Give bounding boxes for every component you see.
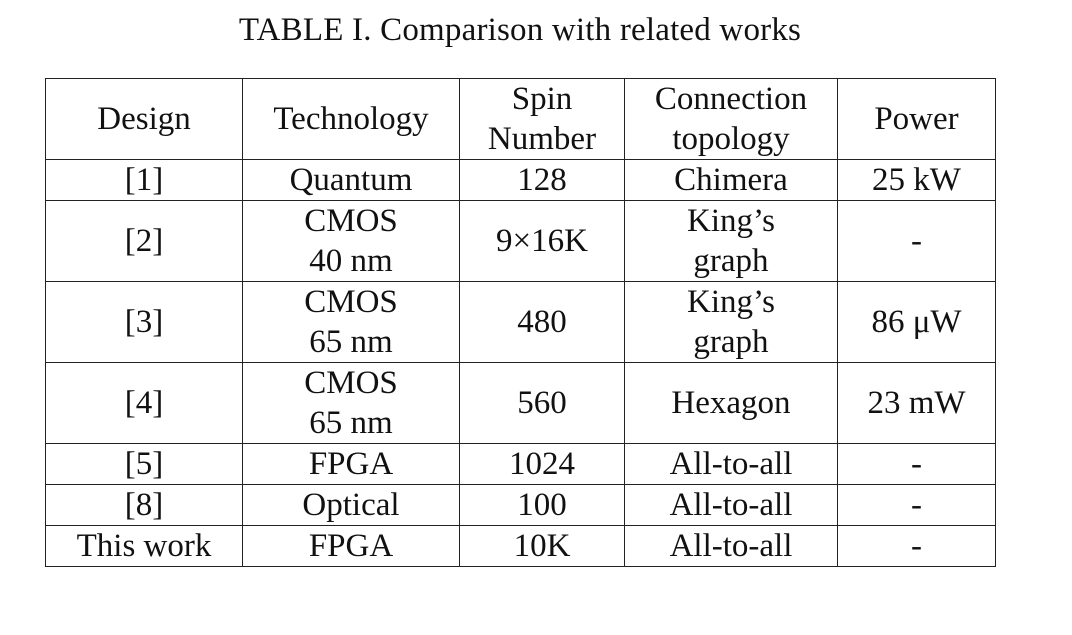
cell-technology-line: CMOS — [304, 365, 398, 401]
cell-topology-line: Chimera — [674, 162, 788, 198]
cell-technology-line: Quantum — [289, 162, 413, 198]
cell-topology: All-to-all — [624, 443, 838, 485]
cell-power: - — [837, 525, 996, 567]
table-row: [4] CMOS 65 nm 560 Hexagon 23 mW — [45, 362, 996, 444]
cell-technology-line: FPGA — [308, 446, 394, 482]
cell-power: - — [837, 443, 996, 485]
table-body: [1] Quantum 128 Chimera 25 kW [2] CMOS 40 nm 9×1… — [45, 159, 996, 567]
table-row: This work FPGA 10K All-to-all - — [45, 525, 996, 567]
cell-technology-line: 40 nm — [309, 243, 393, 279]
cell-power: - — [837, 484, 996, 526]
cell-spin-number: 560 — [459, 362, 625, 444]
table-row: [5] FPGA 1024 All-to-all - — [45, 443, 996, 485]
cell-spin-number: 10K — [459, 525, 625, 567]
header-connection-topology: Connection topology — [624, 78, 838, 160]
cell-power: 25 kW — [837, 159, 996, 201]
header-design: Design — [45, 78, 243, 160]
cell-topology-line: All-to-all — [669, 446, 793, 482]
cell-topology: Chimera — [624, 159, 838, 201]
header-topology-line: topology — [672, 121, 790, 157]
cell-topology-line: graph — [693, 243, 769, 279]
cell-technology: CMOS 65 nm — [242, 362, 460, 444]
cell-topology-line: All-to-all — [669, 487, 793, 523]
header-row: Design Technology Spin Number Connection… — [45, 78, 996, 160]
cell-technology-line: FPGA — [308, 528, 394, 564]
header-topology-line: Connection — [654, 81, 808, 117]
cell-topology-line: Hexagon — [671, 385, 791, 421]
cell-topology: King’s graph — [624, 281, 838, 363]
cell-spin-number: 9×16K — [459, 200, 625, 282]
cell-topology: King’s graph — [624, 200, 838, 282]
cell-technology: Quantum — [242, 159, 460, 201]
cell-spin-number: 128 — [459, 159, 625, 201]
comparison-table: Design Technology Spin Number Connection… — [45, 78, 996, 567]
cell-spin-number: 100 — [459, 484, 625, 526]
cell-topology: Hexagon — [624, 362, 838, 444]
cell-topology-line: King’s — [686, 284, 775, 320]
cell-topology-line: King’s — [686, 203, 775, 239]
cell-technology-line: 65 nm — [309, 405, 393, 441]
cell-technology: CMOS 65 nm — [242, 281, 460, 363]
cell-spin-number: 1024 — [459, 443, 625, 485]
table-row: [2] CMOS 40 nm 9×16K King’s graph - — [45, 200, 996, 282]
cell-power: 86 μW — [837, 281, 996, 363]
cell-technology-line: Optical — [302, 487, 400, 523]
cell-design: [4] — [45, 362, 243, 444]
cell-topology-line: All-to-all — [669, 528, 793, 564]
cell-technology: Optical — [242, 484, 460, 526]
cell-technology: FPGA — [242, 443, 460, 485]
cell-design: This work — [45, 525, 243, 567]
header-spin-number-line: Number — [487, 121, 597, 157]
table-caption: TABLE I. Comparison with related works — [238, 12, 802, 48]
cell-topology: All-to-all — [624, 525, 838, 567]
cell-design: [5] — [45, 443, 243, 485]
header-spin-number: Spin Number — [459, 78, 625, 160]
cell-technology-line: CMOS — [304, 203, 398, 239]
header-technology: Technology — [242, 78, 460, 160]
table-row: [1] Quantum 128 Chimera 25 kW — [45, 159, 996, 201]
cell-topology: All-to-all — [624, 484, 838, 526]
cell-design: [3] — [45, 281, 243, 363]
cell-technology-line: CMOS — [304, 284, 398, 320]
table-row: [8] Optical 100 All-to-all - — [45, 484, 996, 526]
cell-technology: CMOS 40 nm — [242, 200, 460, 282]
cell-power: - — [837, 200, 996, 282]
cell-design: [8] — [45, 484, 243, 526]
cell-design: [2] — [45, 200, 243, 282]
cell-spin-number: 480 — [459, 281, 625, 363]
cell-technology: FPGA — [242, 525, 460, 567]
table-row: [3] CMOS 65 nm 480 King’s graph 86 μW — [45, 281, 996, 363]
header-spin-number-line: Spin — [511, 81, 573, 117]
header-power: Power — [837, 78, 996, 160]
cell-design: [1] — [45, 159, 243, 201]
cell-power: 23 mW — [837, 362, 996, 444]
cell-topology-line: graph — [693, 324, 769, 360]
cell-technology-line: 65 nm — [309, 324, 393, 360]
